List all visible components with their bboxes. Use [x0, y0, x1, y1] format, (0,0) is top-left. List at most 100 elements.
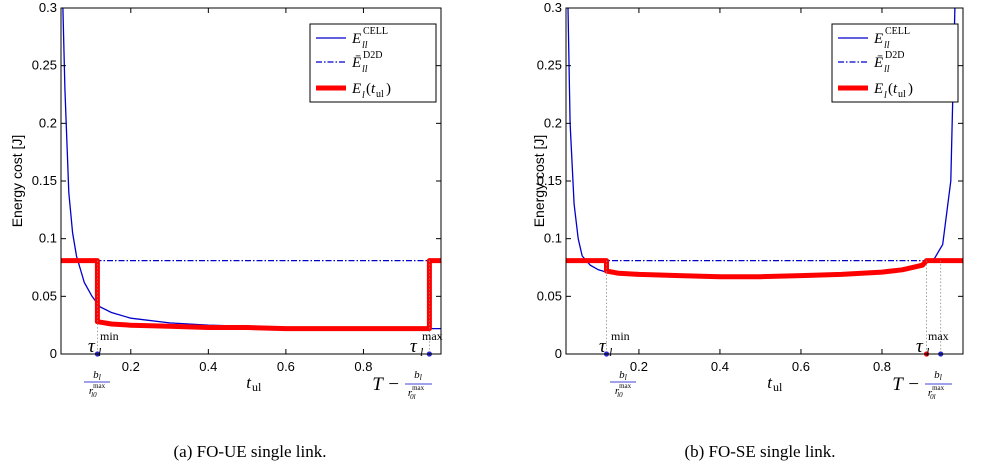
svg-text:ul: ul — [252, 380, 262, 394]
svg-text:ll: ll — [884, 64, 890, 75]
y-tick-label: 0.05 — [537, 288, 562, 303]
svg-text:E: E — [351, 31, 361, 47]
x-tick-label: 0.2 — [630, 359, 648, 374]
y-tick-label: 0.05 — [32, 288, 57, 303]
svg-text:(: ( — [888, 81, 893, 97]
svg-text:): ) — [386, 81, 391, 97]
plot-area-a: 0 0.05 0.1 0.15 0.2 0.25 0.3 0.2 0.4 0.6 0.8 — [32, 0, 442, 374]
y-tick-label: 0 — [50, 346, 57, 361]
svg-text:l: l — [926, 345, 930, 359]
svg-text:ul: ul — [898, 89, 906, 100]
right-expression-b: T − bl rmax 0l — [892, 369, 952, 401]
svg-text:min: min — [100, 329, 119, 343]
svg-text:τ: τ — [410, 336, 418, 357]
caption-b: (b) FO-SE single link. — [684, 442, 835, 461]
svg-text:τ: τ — [88, 336, 96, 357]
y-axis-label-b: Energy cost [J] — [531, 135, 547, 228]
x-tick-label: 0.4 — [711, 359, 729, 374]
y-tick-label: 0.3 — [39, 0, 57, 15]
y-tick-label: 0 — [555, 346, 562, 361]
svg-text:bl: bl — [93, 369, 102, 382]
y-tick-label: 0.1 — [544, 231, 562, 246]
x-tick-label: 0.6 — [792, 359, 810, 374]
x-tick-label: 0.8 — [354, 359, 372, 374]
svg-text:l: l — [98, 345, 102, 359]
svg-text:max: max — [928, 329, 949, 343]
y-tick-label: 0.15 — [32, 173, 57, 188]
legend-b: E ll CELL Ē ll D2D E l ( t ul ) — [831, 23, 959, 103]
x-axis-label-a: t ul — [246, 373, 262, 394]
svg-text:bl: bl — [934, 369, 943, 382]
panel-b: 0 0.05 0.1 0.15 0.2 0.25 0.3 0.2 0.4 0.6 0.8 Energ… — [531, 0, 964, 461]
y-tick-label: 0.15 — [537, 173, 562, 188]
left-fraction-a: bl rmax l0 — [84, 369, 110, 399]
svg-text:t: t — [246, 373, 252, 392]
svg-text:CELL: CELL — [885, 26, 910, 37]
svg-text:bl: bl — [414, 369, 423, 382]
legend-label-d2d: Ē ll D2D — [351, 50, 382, 75]
y-tick-label: 0.3 — [544, 0, 562, 15]
legend-label-el: E l ( t ul ) — [351, 81, 391, 101]
svg-text:Ē: Ē — [351, 55, 361, 71]
series-group — [61, 8, 441, 332]
x-axis-label-b: t ul — [767, 373, 783, 394]
legend-label-cell: E ll CELL — [351, 26, 388, 51]
svg-text:l: l — [420, 345, 424, 359]
svg-text:E: E — [873, 31, 883, 47]
svg-text:τ: τ — [599, 336, 607, 357]
y-tick-label: 0.2 — [544, 115, 562, 130]
svg-text:τ: τ — [916, 336, 924, 357]
panel-a: 0 0.05 0.1 0.15 0.2 0.25 0.3 0.2 0.4 0.6 0.8 Energ… — [9, 0, 443, 461]
plot-area-b: 0 0.05 0.1 0.15 0.2 0.25 0.3 0.2 0.4 0.6 0.8 — [537, 0, 964, 374]
svg-text:CELL: CELL — [363, 26, 388, 37]
tau-max-label-a: τ l max — [410, 329, 443, 359]
y-tick-label: 0.1 — [39, 231, 57, 246]
svg-text:E: E — [351, 81, 361, 97]
legend-label-cell: E ll CELL — [873, 26, 910, 51]
svg-text:t: t — [371, 81, 376, 97]
y-tick-label: 0.25 — [32, 58, 57, 73]
y-tick-label: 0.25 — [537, 58, 562, 73]
caption-a: (a) FO-UE single link. — [174, 442, 327, 461]
svg-text:ll: ll — [362, 64, 368, 75]
svg-text:): ) — [908, 81, 913, 97]
right-expression-a: T − bl rmax 0l — [372, 369, 432, 401]
tau-max-label-b: τ l max — [916, 329, 949, 359]
svg-text:ul: ul — [773, 380, 783, 394]
y-axis-label-a: Energy cost [J] — [9, 135, 25, 228]
legend-label-el: E l ( t ul ) — [873, 81, 913, 101]
x-tick-label: 0.4 — [199, 359, 217, 374]
svg-text:Ē: Ē — [873, 55, 883, 71]
tau-min-label-b: τ l min — [599, 329, 630, 359]
series-line-el — [566, 258, 963, 280]
svg-text:T −: T − — [892, 374, 920, 395]
svg-text:t: t — [893, 81, 898, 97]
svg-text:ll: ll — [362, 40, 368, 51]
svg-text:ul: ul — [376, 89, 384, 100]
svg-text:bl: bl — [619, 369, 628, 382]
svg-text:min: min — [611, 329, 630, 343]
y-tick-label: 0.2 — [39, 115, 57, 130]
svg-text:l: l — [884, 90, 887, 101]
svg-text:ll: ll — [884, 40, 890, 51]
legend-label-d2d: Ē ll D2D — [873, 50, 904, 75]
svg-text:l: l — [609, 345, 613, 359]
svg-text:t: t — [767, 373, 773, 392]
svg-text:D2D: D2D — [885, 50, 904, 61]
x-tick-label: 0.6 — [277, 359, 295, 374]
tau-min-label-a: τ l min — [88, 329, 119, 359]
series-group — [566, 8, 963, 280]
svg-text:l: l — [362, 90, 365, 101]
x-tick-label: 0.2 — [122, 359, 140, 374]
svg-text:E: E — [873, 81, 883, 97]
svg-text:max: max — [422, 329, 443, 343]
svg-text:D2D: D2D — [363, 50, 382, 61]
x-tick-label: 0.8 — [873, 359, 891, 374]
svg-text:T −: T − — [372, 374, 400, 395]
series-line-el — [61, 258, 441, 332]
